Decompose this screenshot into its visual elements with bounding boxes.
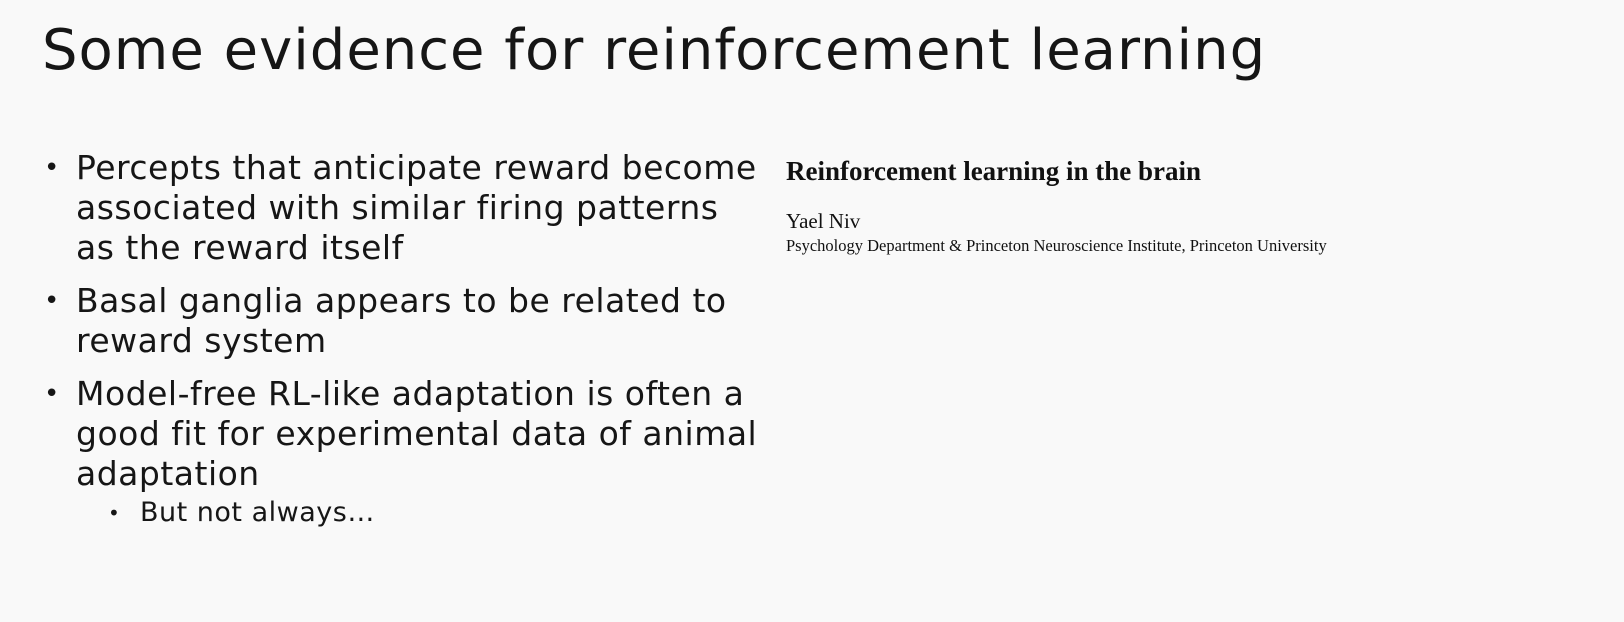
bullet-text: Percepts that anticipate reward become a… xyxy=(76,148,757,267)
bullet-text: Model-free RL-like adaptation is often a… xyxy=(76,374,758,493)
bullet-dot-icon: • xyxy=(44,379,60,409)
bullet-list: • Percepts that anticipate reward become… xyxy=(44,148,764,543)
paper-affiliation: Psychology Department & Princeton Neuros… xyxy=(786,236,1327,255)
paper-title: Reinforcement learning in the brain xyxy=(786,156,1201,186)
sub-bullet-item: • But not always… xyxy=(108,496,764,530)
bullet-item: • Model-free RL-like adaptation is often… xyxy=(44,374,764,530)
paper-header: Reinforcement learning in the brain Yael… xyxy=(786,156,1327,256)
sub-bullet-dot-icon: • xyxy=(108,501,121,525)
sub-bullet-text: But not always… xyxy=(140,497,375,528)
bullet-dot-icon: • xyxy=(44,286,60,316)
bullet-text: Basal ganglia appears to be related to r… xyxy=(76,281,727,360)
slide-title: Some evidence for reinforcement learning xyxy=(42,18,1267,83)
paper-author: Yael Niv xyxy=(786,209,861,233)
sub-bullet-list: • But not always… xyxy=(76,496,764,530)
bullet-item: • Basal ganglia appears to be related to… xyxy=(44,281,764,361)
bullet-item: • Percepts that anticipate reward become… xyxy=(44,148,764,268)
bullet-dot-icon: • xyxy=(44,153,60,183)
